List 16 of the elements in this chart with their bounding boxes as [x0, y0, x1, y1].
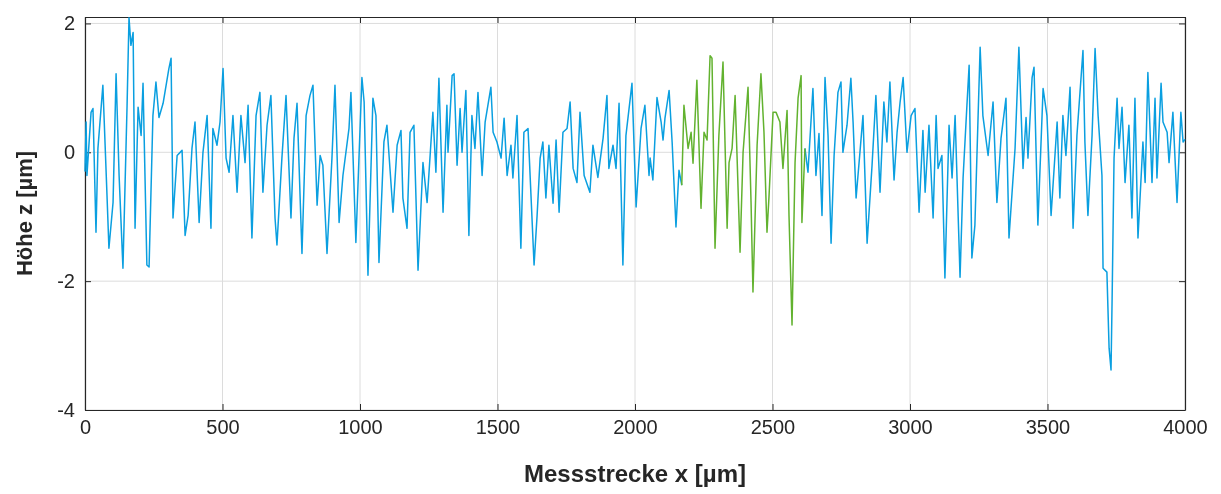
x-tick-label: 500	[206, 416, 240, 439]
y-tick-label: -2	[57, 270, 75, 293]
x-tick-label: 4000	[1163, 416, 1208, 439]
y-tick-label: 0	[63, 141, 75, 164]
y-tick-label: 2	[63, 12, 75, 35]
y-tick-label: -4	[57, 398, 75, 421]
x-tick-label: 1000	[338, 416, 383, 439]
x-tick-label: 3000	[888, 416, 933, 439]
x-tick-label: 0	[79, 416, 92, 439]
line-series	[681, 54, 806, 326]
y-axis-title: Höhe z [µm]	[12, 150, 37, 277]
x-tick-label: 3500	[1025, 416, 1071, 439]
x-tick-label: 2500	[750, 416, 796, 439]
x-tick-label: 1500	[475, 416, 521, 439]
x-axis-title: Messstrecke x [µm]	[524, 460, 746, 487]
x-tick-label: 2000	[613, 416, 658, 439]
